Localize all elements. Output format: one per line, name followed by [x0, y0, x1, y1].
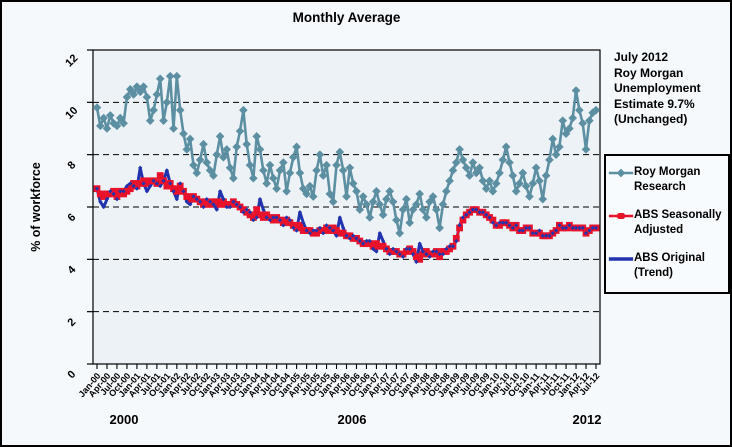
- legend-label-roy-morgan: Roy Morgan Research: [634, 166, 701, 193]
- annotation-line-2: Roy Morgan: [614, 65, 684, 80]
- abs-original-trend-series-marker-icon: [608, 257, 634, 261]
- gridlines: [93, 101, 600, 313]
- abs-seasonally-adjusted-series-marker-icon: [608, 212, 634, 220]
- x-axis: Jan-00Apr-00Jul-00Oct-00Jan-01Apr-01Jul-…: [77, 364, 602, 399]
- y-axis-title: % of workforce: [29, 162, 43, 252]
- x-axis-year-2000: 2000: [109, 412, 139, 427]
- svg-text:12: 12: [63, 52, 80, 69]
- svg-text:10: 10: [63, 105, 80, 122]
- roy-morgan-series-marker-icon: [608, 168, 634, 178]
- annotation-line-4: Estimate 9.7%: [614, 96, 695, 111]
- legend-item-abs-original-trend: ABS Original (Trend): [608, 251, 728, 281]
- series-abs-original-trend-markers: [94, 165, 599, 265]
- legend-label-abs-seasonally-adjusted: ABS Seasonally Adjusted: [634, 209, 722, 236]
- svg-text:6: 6: [65, 211, 78, 224]
- annotation-line-1: July 2012: [614, 50, 669, 64]
- x-axis-year-2006: 2006: [337, 412, 367, 427]
- series-roy-morgan-research: [92, 71, 601, 238]
- annotation-note: July 2012 Roy Morgan Unemployment Estima…: [614, 50, 730, 128]
- svg-text:0: 0: [65, 368, 78, 381]
- svg-text:4: 4: [65, 263, 78, 276]
- svg-text:8: 8: [65, 159, 78, 172]
- legend: Roy Morgan Research ABS Seasonally Adjus…: [604, 154, 730, 294]
- annotation-line-3: Unemployment: [614, 81, 701, 95]
- chart-title: Monthly Average: [292, 10, 401, 25]
- annotation-line-5: (Unchanged): [614, 112, 688, 126]
- legend-item-roy-morgan: Roy Morgan Research: [608, 165, 728, 195]
- svg-text:2: 2: [65, 316, 78, 329]
- legend-item-abs-seasonally-adjusted: ABS Seasonally Adjusted: [608, 208, 728, 238]
- y-axis: 0 2 4 6 8 10 12: [63, 49, 93, 381]
- x-axis-year-2012: 2012: [572, 412, 602, 427]
- legend-label-abs-original-trend: ABS Original (Trend): [634, 252, 705, 279]
